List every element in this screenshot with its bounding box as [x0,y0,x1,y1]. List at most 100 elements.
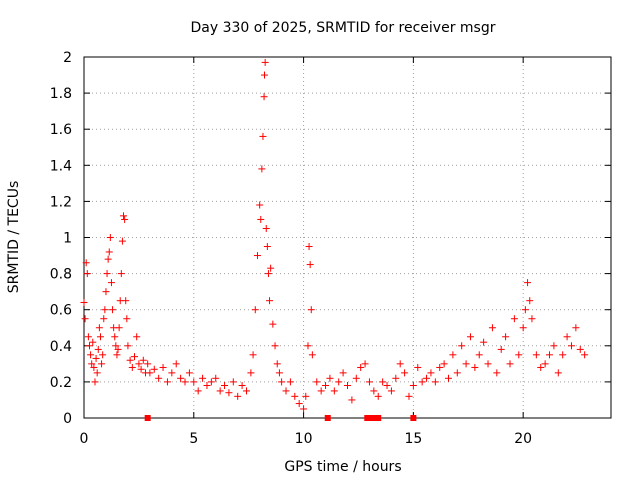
y-tick-label: 1.4 [50,158,72,174]
data-point [401,369,409,377]
data-point [112,342,120,350]
data-point [221,382,229,390]
data-point [506,360,514,368]
data-point [524,279,532,287]
data-point [480,338,488,346]
data-point [305,243,313,251]
data-point [190,378,198,386]
data-point [263,243,271,251]
data-point [423,374,431,382]
y-axis-label: SRMTID / TECUs [6,181,22,294]
data-point [436,363,444,371]
data-point [85,342,93,350]
data-point [515,351,523,359]
data-point [88,360,96,368]
data-point [379,378,387,386]
data-point [238,382,246,390]
data-point [344,382,351,390]
data-point [105,248,113,256]
data-point [462,360,470,368]
x-axis-label: GPS time / hours [284,459,401,475]
data-point [258,165,266,173]
data-point [427,369,435,377]
data-point [103,270,111,278]
data-point [120,212,128,220]
chart-title: Day 330 of 2025, SRMTID for receiver msg… [191,20,496,36]
y-tick-label: 0 [63,411,72,427]
data-point [275,369,283,377]
y-tick-label: 2 [63,50,72,66]
data-point [554,369,562,377]
data-point [431,378,439,386]
data-point [484,360,492,368]
data-point [261,58,269,66]
y-tick-label: 0.6 [50,303,72,319]
data-point [322,382,330,390]
data-point [387,387,395,395]
data-point [115,324,123,332]
data-point [100,315,108,323]
data-point [365,378,373,386]
y-tick-label: 0.8 [50,267,72,283]
data-point [212,374,220,382]
data-point [225,389,233,397]
y-tick-label: 0.4 [50,339,72,355]
data-point [114,345,122,353]
data-point [101,306,109,314]
zero-marker [410,415,417,421]
data-point [541,360,549,368]
data-point [546,351,554,359]
data-point [159,363,167,371]
data-point [502,333,510,341]
data-point [300,405,308,413]
data-point [440,360,448,368]
data-point [168,369,176,377]
data-point [266,297,274,305]
data-point [99,351,107,359]
data-point [317,387,325,395]
data-point [307,306,315,314]
data-point [260,71,268,79]
data-point [526,297,534,305]
data-point [528,315,536,323]
data-point [519,324,527,332]
data-points [80,58,589,421]
data-point [308,351,316,359]
data-point [135,360,143,368]
data-point [392,374,400,382]
x-tick-label: 10 [295,431,313,447]
data-point [278,378,286,386]
data-point [113,351,121,359]
data-point [199,374,207,382]
zero-marker [375,415,382,421]
zero-marker [324,415,331,421]
zero-marker [144,415,151,421]
data-point [414,363,422,371]
data-point [306,261,314,269]
data-point [117,270,125,278]
data-point [123,315,131,323]
data-point [271,342,279,350]
y-tick-label: 1.6 [50,122,72,138]
data-point [104,255,112,263]
tick-labels: 0 5 10 15 20 0 0.2 0.4 0.6 0.8 1 1.2 1.4 1.6 1.8 2 [50,50,532,447]
data-point [510,315,518,323]
data-point [330,387,338,395]
data-point [572,324,580,332]
data-point [352,374,360,382]
data-point [102,288,110,296]
data-point [521,306,529,314]
data-point [121,215,129,223]
data-point [383,382,391,390]
data-point [185,369,193,377]
data-point [177,374,185,382]
data-point [242,387,250,395]
data-point [94,345,102,353]
data-point [96,333,104,341]
data-point [82,259,90,267]
data-point [550,342,558,350]
data-point [124,342,132,350]
data-point [203,382,211,390]
data-point [126,356,134,364]
